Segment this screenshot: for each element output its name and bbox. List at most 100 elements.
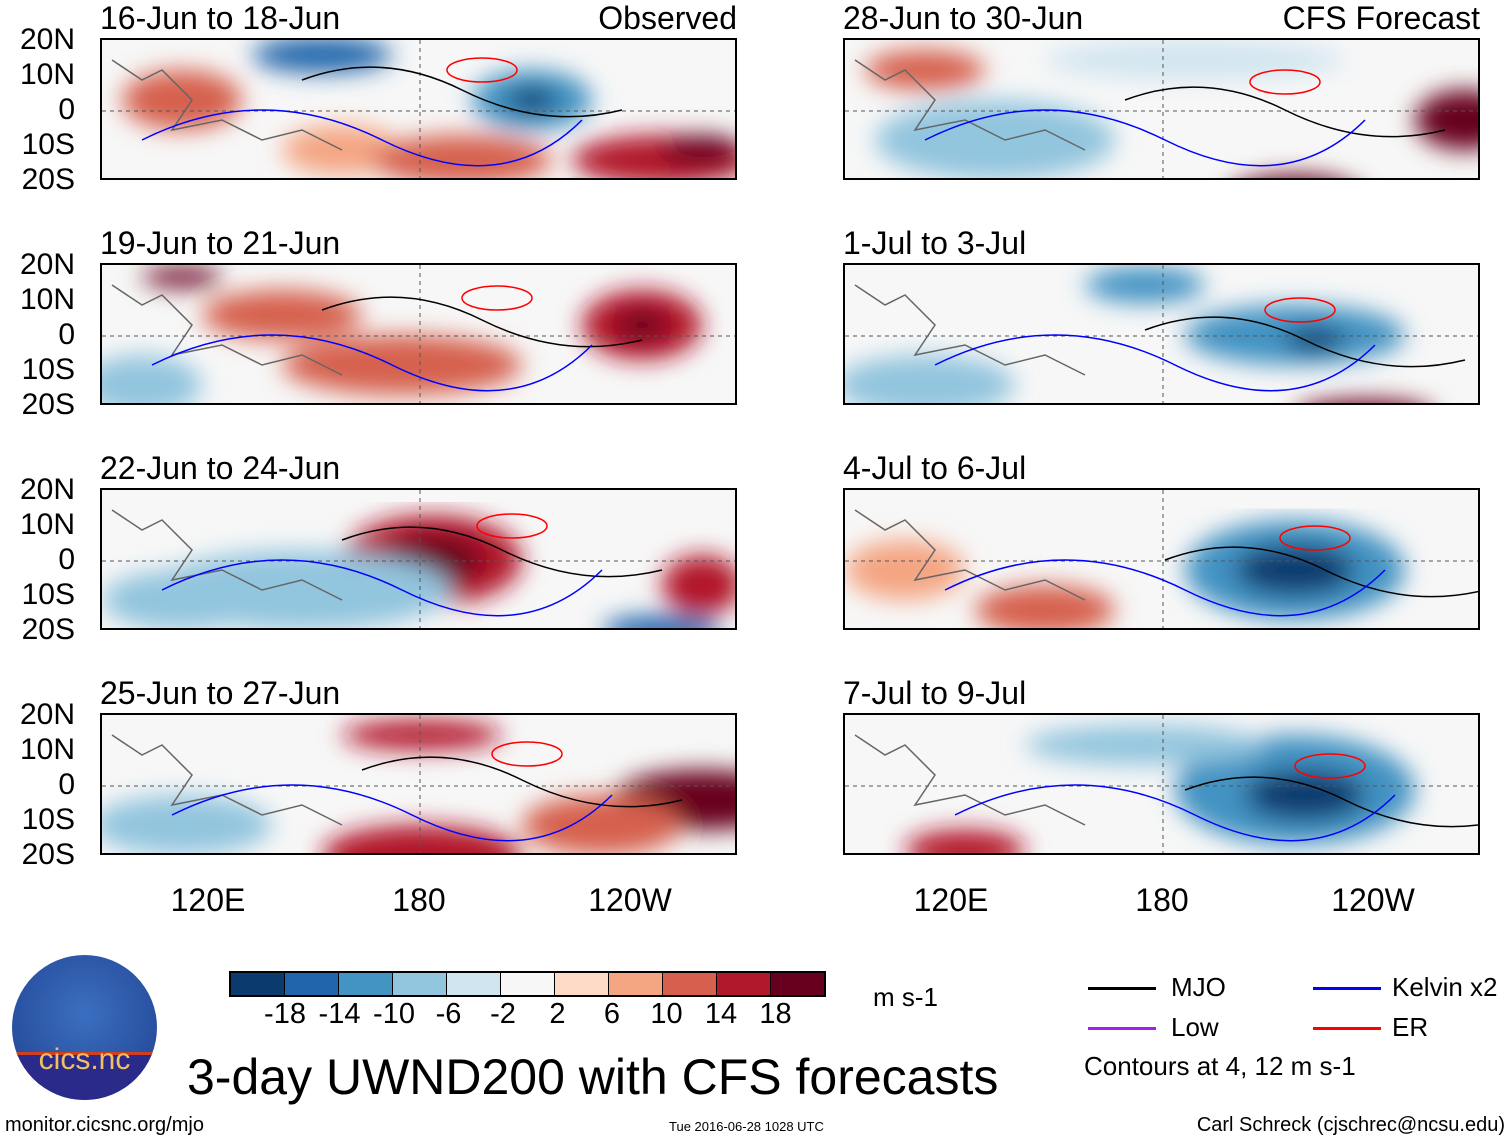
er-contour <box>1264 297 1336 323</box>
coastline <box>854 284 1086 376</box>
anomaly-region <box>102 795 272 853</box>
colorbar-swatch <box>555 973 609 995</box>
lat-label: 10S <box>21 128 75 161</box>
legend-er: ER <box>1392 1012 1429 1042</box>
anomaly-region <box>662 555 735 615</box>
anomaly-region <box>1025 725 1265 765</box>
map-panel <box>100 713 737 855</box>
kelvin-contour <box>944 559 1386 617</box>
colorbar-swatch <box>393 973 447 995</box>
colorbar-label: -14 <box>318 998 361 1030</box>
lat-label: 10N <box>19 508 75 541</box>
map-panel <box>100 38 737 180</box>
lon-label: 180 <box>1135 882 1189 918</box>
kelvin-contour <box>151 334 593 392</box>
cics-logo: cics.nc <box>12 955 157 1100</box>
legend-line-mjo <box>1088 987 1156 990</box>
lat-label: 10N <box>19 58 75 91</box>
coastline <box>854 59 1086 151</box>
lat-label: 10S <box>21 803 75 836</box>
map-panel <box>843 713 1480 855</box>
colorbar-swatch <box>231 973 285 995</box>
lat-label: 20N <box>19 473 75 506</box>
anomaly-region <box>102 570 262 628</box>
anomaly-region <box>252 40 392 73</box>
lat-label: 20S <box>21 388 75 421</box>
anomaly-region <box>102 355 202 403</box>
kelvin-contour <box>924 109 1366 167</box>
panel-title: 4-Jul to 6-Jul <box>843 450 1027 486</box>
lat-label: 0 <box>58 93 75 126</box>
lat-label: 20N <box>19 248 75 281</box>
lat-label: 10N <box>19 283 75 316</box>
footer-author: Carl Schreck (cjschrec@ncsu.edu) <box>1196 1114 1505 1136</box>
anomaly-region <box>865 50 985 90</box>
anomaly-region <box>617 310 667 340</box>
footer-url[interactable]: monitor.cicsnc.org/mjo <box>5 1114 204 1136</box>
mjo-contour <box>341 526 663 578</box>
map-panel <box>843 263 1480 405</box>
colorbar-swatch <box>663 973 717 995</box>
panel-title: 25-Jun to 27-Jun <box>100 675 341 711</box>
kelvin-contour <box>934 334 1376 392</box>
colorbar-swatch <box>339 973 393 995</box>
legend-line-low <box>1088 1027 1156 1030</box>
er-contour <box>491 741 563 767</box>
colorbar-swatch <box>285 973 339 995</box>
coastline <box>111 284 343 376</box>
lat-label: 20S <box>21 838 75 871</box>
anomaly-region <box>845 355 1015 403</box>
colorbar-label: 2 <box>549 998 566 1030</box>
lon-label: 120E <box>913 882 989 918</box>
anomaly-region <box>142 267 222 287</box>
lat-label: 10N <box>19 733 75 766</box>
panel-tag: CFS Forecast <box>1282 0 1480 36</box>
main-title: 3-day UWND200 with CFS forecasts <box>187 1049 999 1105</box>
panel-title: 16-Jun to 18-Jun <box>100 0 341 36</box>
legend-kelvin: Kelvin x2 <box>1392 972 1498 1002</box>
contour-note: Contours at 4, 12 m s-1 <box>1084 1051 1356 1081</box>
anomaly-region <box>1045 40 1345 80</box>
panel-title: 19-Jun to 21-Jun <box>100 225 341 261</box>
legend-line-kelvin <box>1313 987 1381 990</box>
panel-title: 7-Jul to 9-Jul <box>843 675 1027 711</box>
lat-label: 0 <box>58 318 75 351</box>
lon-label: 120W <box>1331 882 1415 918</box>
colorbar-swatch <box>501 973 555 995</box>
er-contour <box>476 513 548 539</box>
mjo-contour <box>301 66 623 118</box>
colorbar <box>229 971 826 997</box>
lat-label: 20S <box>21 613 75 646</box>
mjo-contour <box>1164 546 1478 598</box>
coastline <box>111 59 343 151</box>
anomaly-region <box>905 830 1025 853</box>
anomaly-region <box>342 720 502 750</box>
anomaly-region <box>507 88 557 112</box>
lat-label: 0 <box>58 768 75 801</box>
lat-label: 10S <box>21 578 75 611</box>
lat-label: 0 <box>58 543 75 576</box>
map-panel <box>843 488 1480 630</box>
coastline <box>111 509 343 601</box>
anomaly-region <box>282 335 522 395</box>
lon-label: 180 <box>392 882 446 918</box>
legend-mjo: MJO <box>1171 972 1226 1002</box>
er-contour <box>1279 525 1351 551</box>
legend-low: Low <box>1171 1012 1219 1042</box>
anomaly-region <box>602 615 722 628</box>
coastline <box>854 734 1086 826</box>
footer-timestamp: Tue 2016-06-28 1028 UTC <box>669 1119 824 1134</box>
kelvin-contour <box>141 109 583 167</box>
map-panel <box>843 38 1480 180</box>
mjo-contour <box>1184 776 1478 828</box>
anomaly-region <box>1235 545 1355 595</box>
panel-tag: Observed <box>598 0 737 36</box>
anomaly-region <box>845 540 965 600</box>
map-panel <box>100 488 737 630</box>
colorbar-swatch <box>771 973 824 995</box>
anomaly-region <box>372 135 552 178</box>
anomaly-region <box>202 290 362 340</box>
legend-line-er <box>1313 1027 1381 1030</box>
lat-label: 20N <box>19 698 75 731</box>
anomaly-region <box>1285 328 1345 352</box>
